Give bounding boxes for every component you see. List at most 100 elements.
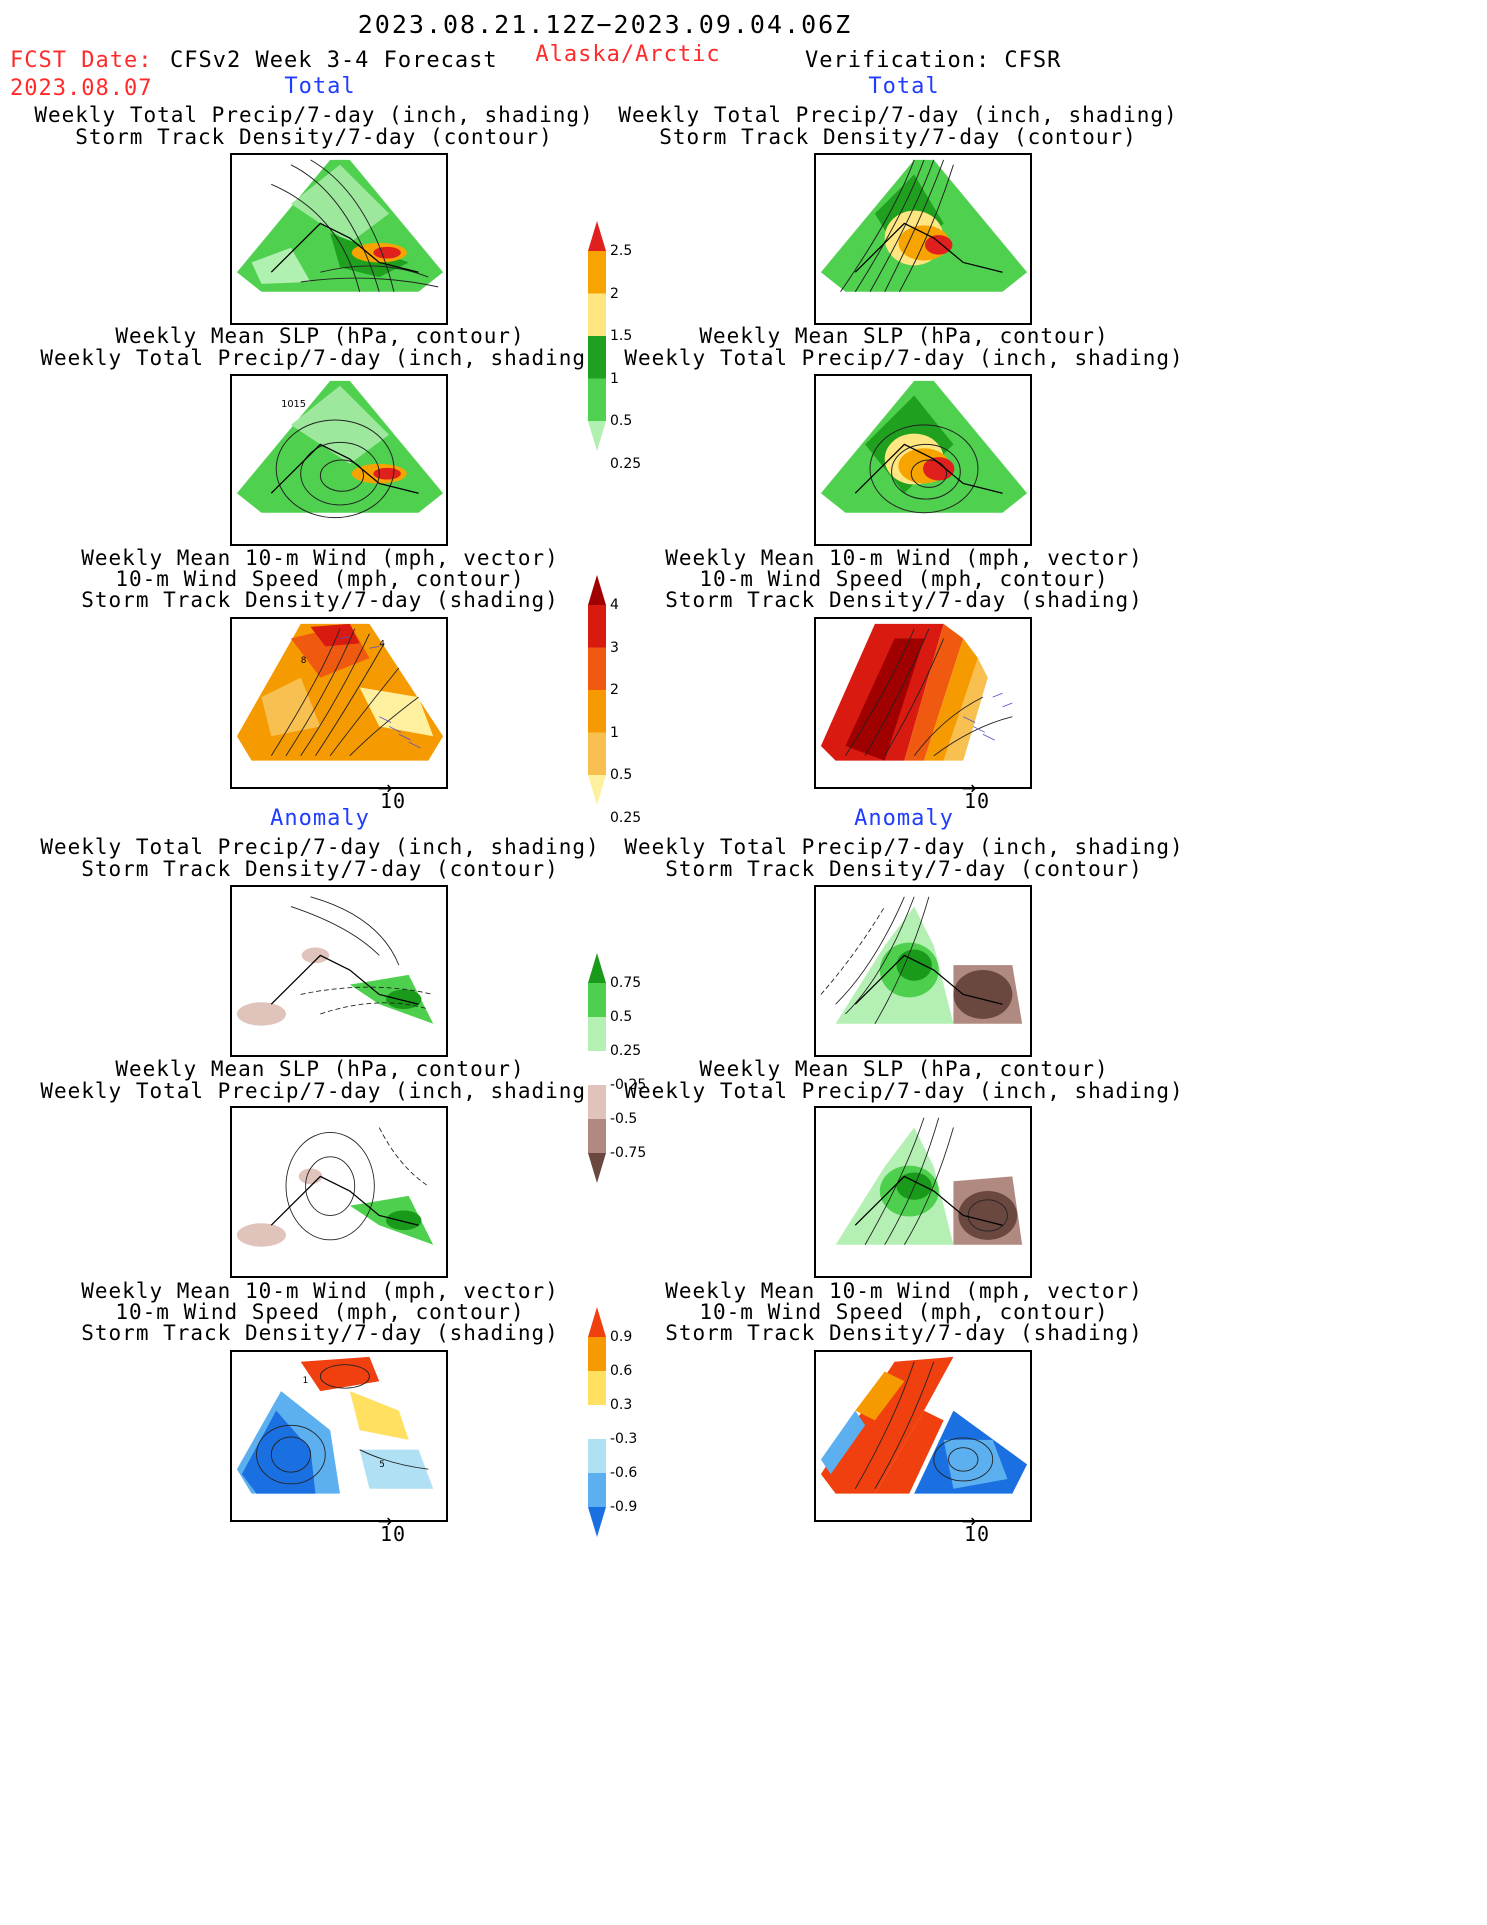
colorbar-bottom-triangle bbox=[588, 421, 606, 451]
slp-label: 1015 bbox=[281, 399, 306, 410]
colorbar-tick-label: -0.3 bbox=[610, 1431, 638, 1447]
colorbar-swatch bbox=[588, 336, 606, 379]
date-range-title: 2023.08.21.12Z−2023.09.04.06Z bbox=[357, 10, 853, 39]
colorbar-tick-label: 0.25 bbox=[610, 809, 642, 826]
colorbar-graphic bbox=[588, 953, 606, 1183]
colorbar-graphic bbox=[588, 221, 606, 451]
colorbar-bottom-triangle bbox=[588, 1153, 606, 1183]
colorbar-tick-label: 0.25 bbox=[610, 455, 642, 472]
map-panel-anom-slp-verif bbox=[814, 1106, 1032, 1278]
colorbar-tick-label: 4 bbox=[610, 597, 619, 613]
colorbar-tick-label: -0.5 bbox=[610, 1111, 638, 1127]
vector-scale-arrow-2: → bbox=[962, 773, 977, 801]
vector-scale-label-3: 10 bbox=[380, 1522, 407, 1546]
model-label: CFSv2 Week 3-4 Forecast bbox=[170, 48, 498, 73]
colorbar-bottom-triangle bbox=[588, 775, 606, 805]
colorbar-tick-label: 1 bbox=[610, 370, 619, 387]
wind-contour-label-4: 4 bbox=[379, 639, 385, 649]
title-wind-anom-1: Weekly Mean 10-m Wind (mph, vector) 10-m… bbox=[81, 1279, 559, 1345]
map-panel-anom-wind-fcst: 1 5 bbox=[230, 1350, 448, 1522]
colorbar-swatch bbox=[588, 690, 606, 733]
wind-contour-label-8: 8 bbox=[301, 656, 307, 666]
title-slp-precip-2: Weekly Mean SLP (hPa, contour) Weekly To… bbox=[624, 324, 1184, 370]
vector-scale-arrow-1: → bbox=[378, 773, 393, 801]
title-slp-precip-anom-1: Weekly Mean SLP (hPa, contour) Weekly To… bbox=[40, 1057, 600, 1103]
colorbar-tick-label: -0.75 bbox=[610, 1145, 647, 1161]
colorbar-tick-label: 2 bbox=[610, 682, 619, 698]
colorbar-swatch bbox=[588, 1119, 606, 1153]
map-panel-anom-slp-fcst bbox=[230, 1106, 448, 1278]
colorbar-swatch bbox=[588, 378, 606, 421]
colorbar-swatch bbox=[588, 1405, 606, 1439]
colorbar-graphic bbox=[588, 575, 606, 805]
colorbar-top-triangle bbox=[588, 953, 606, 983]
colorbar-tick-label: 1 bbox=[610, 724, 619, 741]
colorbar-tick-label: 1.5 bbox=[610, 328, 633, 344]
colorbar-tick-label: 0.5 bbox=[610, 413, 633, 429]
colorbar-tick-label: -0.6 bbox=[610, 1465, 638, 1481]
verification-label: Verification: CFSR bbox=[805, 48, 1062, 73]
vector-scale-label-2: 10 bbox=[964, 789, 991, 813]
colorbar-swatch bbox=[588, 251, 606, 294]
colorbar-swatch bbox=[588, 605, 606, 648]
title-precip-storm-anom-1: Weekly Total Precip/7-day (inch, shading… bbox=[40, 835, 600, 881]
vector-scale-arrow-3: → bbox=[378, 1506, 393, 1534]
colorbar-tick-label: 0.25 bbox=[610, 1043, 642, 1059]
colorbar-tick-label: -0.9 bbox=[610, 1499, 638, 1515]
colorbar-tick-label: 0.5 bbox=[610, 767, 633, 783]
colorbar-top-triangle bbox=[588, 575, 606, 605]
colorbar-swatch bbox=[588, 293, 606, 336]
map-panel-total-slp-verif bbox=[814, 374, 1032, 546]
colorbar-swatch bbox=[588, 647, 606, 690]
colorbar-swatch bbox=[588, 983, 606, 1017]
colorbar-swatch bbox=[588, 732, 606, 775]
map-panel-anom-precip-fcst bbox=[230, 885, 448, 1057]
colorbar-swatch bbox=[588, 1085, 606, 1119]
colorbar-tick-label: 0.3 bbox=[610, 1397, 633, 1413]
colorbar-tick-label: 2.5 bbox=[610, 243, 633, 259]
map-panel-total-precip-verif bbox=[814, 153, 1032, 325]
title-slp-precip-anom-2: Weekly Mean SLP (hPa, contour) Weekly To… bbox=[624, 1057, 1184, 1103]
title-wind-anom-2: Weekly Mean 10-m Wind (mph, vector) 10-m… bbox=[665, 1279, 1143, 1345]
colorbar-graphic bbox=[588, 1307, 606, 1537]
map-panel-total-wind-fcst: 4 8 bbox=[230, 617, 448, 789]
colorbar-swatch bbox=[588, 1017, 606, 1051]
colorbar-tick-label: 0.5 bbox=[610, 1009, 633, 1025]
colorbar-tick-label: 0.75 bbox=[610, 975, 642, 991]
colorbar-bottom-triangle bbox=[588, 1507, 606, 1537]
map-panel-total-precip-fcst bbox=[230, 153, 448, 325]
colorbar-tick-label: 0.9 bbox=[610, 1329, 633, 1345]
colorbar-swatch bbox=[588, 1371, 606, 1405]
section-anomaly-left: Anomaly bbox=[270, 806, 370, 831]
section-anomaly-right: Anomaly bbox=[854, 806, 954, 831]
colorbar-tick-label: 0.6 bbox=[610, 1363, 633, 1379]
section-total-left: Total bbox=[284, 74, 356, 99]
colorbar-swatch bbox=[588, 1337, 606, 1371]
region-label: Alaska/Arctic bbox=[535, 42, 721, 67]
map-panel-anom-wind-verif bbox=[814, 1350, 1032, 1522]
map-panel-total-slp-fcst: 1015 bbox=[230, 374, 448, 546]
colorbar-top-triangle bbox=[588, 221, 606, 251]
title-wind-1: Weekly Mean 10-m Wind (mph, vector) 10-m… bbox=[81, 546, 559, 612]
colorbar-swatch bbox=[588, 1051, 606, 1085]
vector-scale-arrow-4: → bbox=[962, 1506, 977, 1534]
vector-scale-label-4: 10 bbox=[964, 1522, 991, 1546]
title-slp-precip-1: Weekly Mean SLP (hPa, contour) Weekly To… bbox=[40, 324, 600, 370]
fcst-date-label: FCST Date: bbox=[10, 48, 153, 73]
colorbar-swatch bbox=[588, 1473, 606, 1507]
map-panel-total-wind-verif bbox=[814, 617, 1032, 789]
colorbar-tick-label: 3 bbox=[610, 639, 619, 656]
wind-anom-label-5: 5 bbox=[379, 1460, 385, 1470]
colorbar-tick-label: -0.25 bbox=[610, 1077, 647, 1093]
title-wind-2: Weekly Mean 10-m Wind (mph, vector) 10-m… bbox=[665, 546, 1143, 612]
title-precip-storm-1: Weekly Total Precip/7-day (inch, shading… bbox=[34, 103, 594, 149]
wind-anom-label-1: 1 bbox=[303, 1376, 309, 1386]
colorbar-top-triangle bbox=[588, 1307, 606, 1337]
vector-scale-label-1: 10 bbox=[380, 789, 407, 813]
colorbar-swatch bbox=[588, 1439, 606, 1473]
section-total-right: Total bbox=[868, 74, 940, 99]
title-precip-storm-anom-2: Weekly Total Precip/7-day (inch, shading… bbox=[624, 835, 1184, 881]
map-panel-anom-precip-verif bbox=[814, 885, 1032, 1057]
fcst-date-value: 2023.08.07 bbox=[10, 76, 153, 101]
title-precip-storm-2: Weekly Total Precip/7-day (inch, shading… bbox=[618, 103, 1178, 149]
